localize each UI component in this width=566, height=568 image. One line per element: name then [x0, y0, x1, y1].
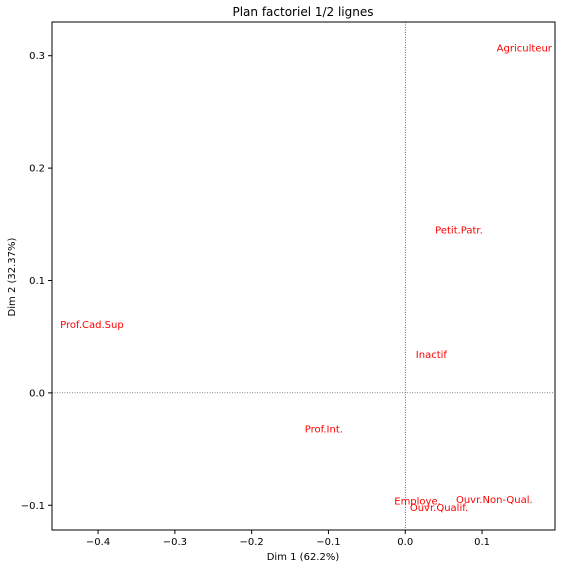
- x-tick-label: 0.1: [474, 537, 490, 548]
- point-label: Agriculteur: [497, 43, 553, 54]
- x-tick-label: −0.3: [163, 537, 187, 548]
- x-tick-label: 0.0: [397, 537, 413, 548]
- y-tick-label: 0.3: [29, 51, 45, 62]
- point-label: Employe.: [394, 496, 441, 507]
- x-tick-label: −0.2: [240, 537, 264, 548]
- plot-area: −0.4 −0.3 −0.2 −0.1 0.0 0.1 −0.1 0.0 0.1 0.2 0.3 Ag…: [21, 21, 556, 548]
- y-tick-label: 0.2: [29, 164, 45, 175]
- plot-frame: [51, 21, 556, 531]
- x-tick-label: −0.4: [86, 537, 110, 548]
- point-label: Petit.Patr.: [435, 225, 483, 236]
- point-label: Prof.Cad.Sup: [60, 320, 124, 331]
- point-label: Inactif: [416, 350, 448, 361]
- y-tick-label: −0.1: [21, 501, 45, 512]
- y-tick-label: 0.1: [29, 276, 45, 287]
- point-label: Ouvr.Non-Qual.: [456, 495, 533, 506]
- chart-title: Plan factoriel 1/2 lignes: [232, 5, 373, 19]
- y-axis-label: Dim 2 (32.37%): [7, 237, 18, 316]
- y-tick-label: 0.0: [29, 388, 45, 399]
- x-axis-label: Dim 1 (62.2%): [267, 552, 340, 563]
- point-label: Ouvr.Qualif.: [410, 503, 468, 514]
- point-label: Prof.Int.: [305, 424, 343, 435]
- x-tick-label: −0.1: [316, 537, 340, 548]
